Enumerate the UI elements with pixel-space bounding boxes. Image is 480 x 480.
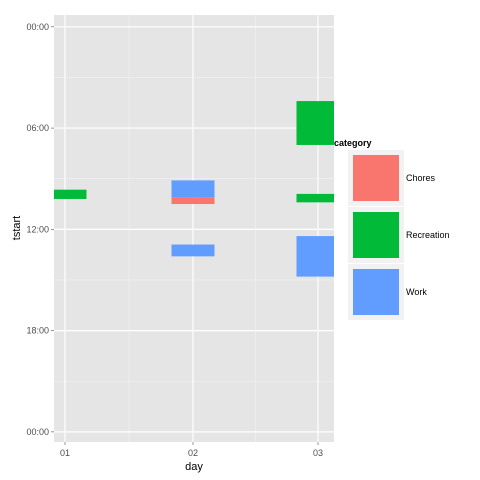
x-tick-label: 03 xyxy=(313,448,323,458)
legend-key-recreation xyxy=(353,212,399,258)
y-tick-label: 00:00 xyxy=(26,22,49,32)
legend-title: category xyxy=(334,138,372,148)
legend-key-chores xyxy=(353,155,399,201)
y-tick-label: 12:00 xyxy=(26,224,49,234)
y-tick-label: 06:00 xyxy=(26,123,49,133)
bar-chores-day-02 xyxy=(171,197,215,205)
legend-key-work xyxy=(353,269,399,315)
x-tick-label: 01 xyxy=(60,448,70,458)
legend-label-chores: Chores xyxy=(406,173,436,183)
x-axis-title: day xyxy=(185,461,203,473)
grid-lines xyxy=(54,15,334,442)
bar-work-day-03 xyxy=(296,236,334,277)
plot-panel xyxy=(54,15,334,442)
y-axis-title: tstart xyxy=(11,216,23,240)
bars xyxy=(54,101,334,277)
bar-work-day-02 xyxy=(171,244,215,257)
legend: category Chores Recreation Work xyxy=(334,138,450,320)
y-tick-label: 00:00 xyxy=(26,427,49,437)
bar-recreation-day-03 xyxy=(296,101,334,145)
x-axis-ticks: 01 02 03 xyxy=(60,442,323,458)
bar-recreation-day-01 xyxy=(54,189,87,199)
legend-label-recreation: Recreation xyxy=(406,230,450,240)
legend-label-work: Work xyxy=(406,287,427,297)
y-axis-ticks: 00:00 06:00 12:00 18:00 00:00 xyxy=(26,22,54,437)
bar-work-day-02 xyxy=(171,180,215,198)
y-tick-label: 18:00 xyxy=(26,326,49,336)
x-tick-label: 02 xyxy=(188,448,198,458)
bar-recreation-day-03 xyxy=(296,193,334,203)
